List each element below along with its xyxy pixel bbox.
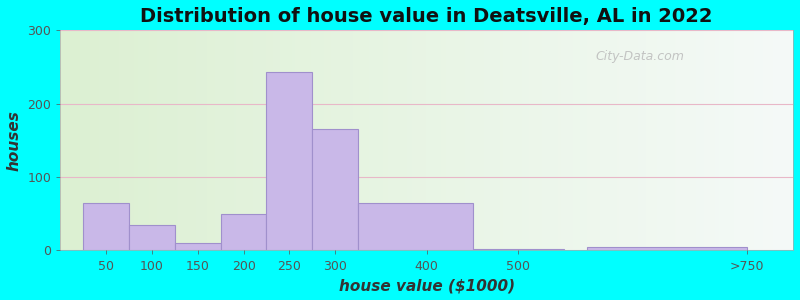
Bar — [358, 203, 473, 250]
Bar — [312, 129, 358, 250]
Bar — [221, 214, 266, 250]
Bar — [587, 247, 747, 250]
Bar — [473, 249, 564, 250]
Text: City-Data.com: City-Data.com — [595, 50, 684, 63]
Bar — [129, 225, 175, 250]
Y-axis label: houses: houses — [7, 110, 22, 171]
Bar — [83, 203, 129, 250]
Bar — [266, 72, 312, 250]
Title: Distribution of house value in Deatsville, AL in 2022: Distribution of house value in Deatsvill… — [141, 7, 713, 26]
X-axis label: house value ($1000): house value ($1000) — [338, 278, 514, 293]
Bar — [175, 243, 221, 250]
